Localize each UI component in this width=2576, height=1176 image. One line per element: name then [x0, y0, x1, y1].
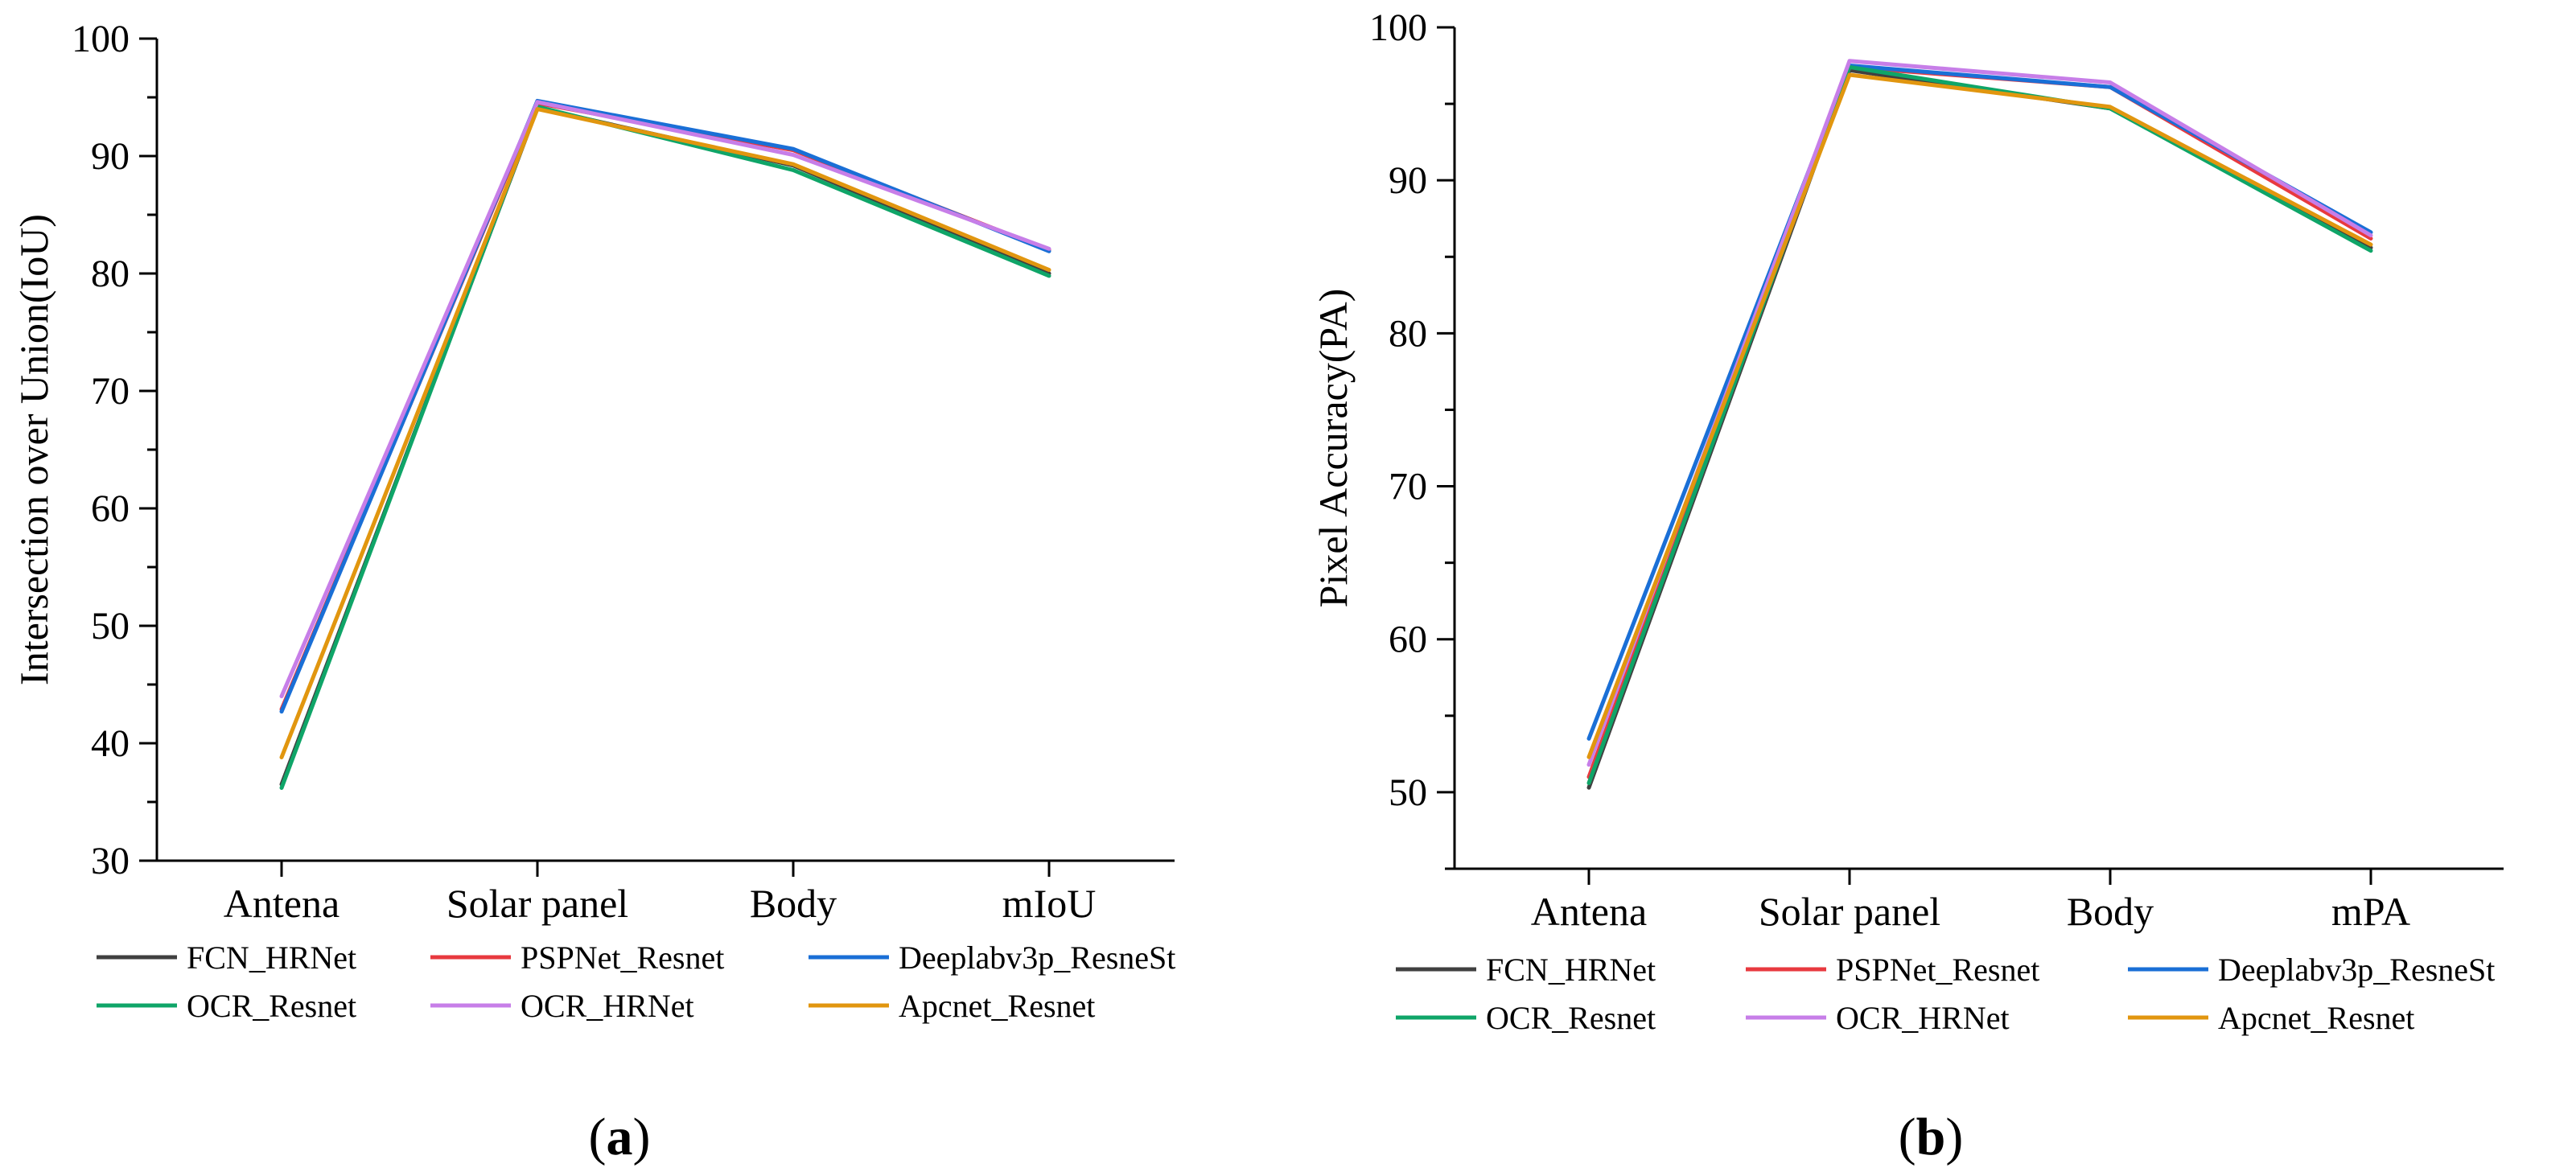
y-tick-label-a-60: 60: [91, 487, 130, 530]
legend-b: FCN_HRNet PSPNet_Resnet Deeplabv3p_ResneSt…: [1396, 952, 2495, 1036]
y-tick-label-a-30: 30: [91, 840, 130, 882]
x-category-label-b-antena: Antena: [1531, 889, 1647, 934]
legend-item-b-apcnet-resnet: Apcnet_Resnet: [2128, 1000, 2414, 1036]
panel-label-b: (b): [1899, 1108, 1964, 1166]
x-category-label-a-miou: mIoU: [1002, 881, 1097, 926]
y-axis-title-a: Intersection over Union(IoU): [11, 214, 56, 685]
panel-label-close-b: ): [1945, 1108, 1963, 1166]
legend-label-a-fcn-hrnet: FCN_HRNet: [187, 940, 356, 976]
x-category-label-b-solar-panel: Solar panel: [1759, 889, 1940, 934]
x-category-label-a-antena: Antena: [224, 881, 339, 926]
y-tick-label-b-90: 90: [1389, 159, 1427, 202]
legend-label-a-pspnet-resnet: PSPNet_Resnet: [521, 940, 724, 976]
legend-item-a-ocr-resnet: OCR_Resnet: [97, 988, 356, 1024]
panel-label-letter-b: b: [1916, 1108, 1946, 1166]
legend-item-a-pspnet-resnet: PSPNet_Resnet: [430, 940, 724, 976]
y-tick-label-b-70: 70: [1389, 466, 1427, 508]
y-tick-label-a-50: 50: [91, 605, 130, 648]
legend-label-a-deeplabv3p-resnest: Deeplabv3p_ResneSt: [899, 940, 1175, 976]
legend-label-b-apcnet-resnet: Apcnet_Resnet: [2218, 1000, 2414, 1036]
panel-label-letter-a: a: [607, 1108, 633, 1166]
legend-label-a-apcnet-resnet: Apcnet_Resnet: [899, 988, 1095, 1024]
panel-label-close-a: ): [633, 1108, 651, 1166]
y-tick-label-a-90: 90: [91, 135, 130, 178]
x-category-label-b-mpa: mPA: [2331, 889, 2410, 934]
y-axis-title-b: Pixel Accuracy(PA): [1311, 289, 1356, 608]
y-tick-label-b-80: 80: [1389, 312, 1427, 355]
legend-label-b-deeplabv3p-resnest: Deeplabv3p_ResneSt: [2218, 952, 2495, 988]
legend-label-b-ocr-resnet: OCR_Resnet: [1486, 1000, 1656, 1036]
series-line-b-pspnet-resnet: [1586, 64, 2373, 779]
x-category-label-b-body: Body: [2067, 889, 2154, 934]
series-line-a-apcnet-resnet: [279, 107, 1051, 759]
legend-label-a-ocr-resnet: OCR_Resnet: [187, 988, 356, 1024]
x-category-label-a-solar-panel: Solar panel: [446, 881, 628, 926]
legend-label-b-fcn-hrnet: FCN_HRNet: [1486, 952, 1656, 988]
series-line-b-apcnet-resnet: [1586, 72, 2373, 759]
legend-a: FCN_HRNet PSPNet_Resnet Deeplabv3p_ResneSt…: [97, 940, 1175, 1024]
panel-label-open-a: (: [589, 1108, 607, 1166]
legend-label-b-pspnet-resnet: PSPNet_Resnet: [1836, 952, 2039, 988]
y-tick-label-b-50: 50: [1389, 771, 1427, 814]
legend-item-b-ocr-hrnet: OCR_HRNet: [1746, 1000, 2010, 1036]
series-line-a-fcn-hrnet: [279, 105, 1051, 787]
series-line-a-deeplabv3p-resnest: [279, 98, 1051, 714]
legend-item-a-deeplabv3p-resnest: Deeplabv3p_ResneSt: [809, 940, 1175, 976]
series-line-b-ocr-hrnet: [1586, 59, 2373, 767]
panel-label-a: (a): [589, 1108, 651, 1166]
x-category-label-a-body: Body: [750, 881, 837, 926]
legend-item-a-ocr-hrnet: OCR_HRNet: [430, 988, 694, 1024]
y-tick-label-b-100: 100: [1369, 6, 1427, 49]
series-line-a-ocr-resnet: [279, 105, 1051, 790]
chart-panel-b: 50 60 70 80 90 100 Pixel Accuracy(PA) Antena Sol…: [1311, 6, 2504, 1166]
legend-item-a-fcn-hrnet: FCN_HRNet: [97, 940, 356, 976]
series-line-a-pspnet-resnet: [279, 101, 1051, 712]
legend-item-b-deeplabv3p-resnest: Deeplabv3p_ResneSt: [2128, 952, 2495, 988]
y-tick-label-a-80: 80: [91, 253, 130, 295]
y-tick-label-a-70: 70: [91, 370, 130, 413]
legend-item-b-fcn-hrnet: FCN_HRNet: [1396, 952, 1656, 988]
legend-item-b-pspnet-resnet: PSPNet_Resnet: [1746, 952, 2039, 988]
y-tick-label-b-60: 60: [1389, 619, 1427, 661]
legend-label-b-ocr-hrnet: OCR_HRNet: [1836, 1000, 2010, 1036]
series-line-a-ocr-hrnet: [279, 100, 1051, 699]
series-line-b-fcn-hrnet: [1586, 68, 2373, 790]
legend-item-b-ocr-resnet: OCR_Resnet: [1396, 1000, 1656, 1036]
legend-label-a-ocr-hrnet: OCR_HRNet: [521, 988, 694, 1024]
chart-panel-a: 30 40 50 60 70 80 90 100 Intersection over Union…: [11, 18, 1175, 1166]
legend-item-a-apcnet-resnet: Apcnet_Resnet: [809, 988, 1095, 1024]
panel-label-open-b: (: [1899, 1108, 1916, 1166]
y-tick-label-a-100: 100: [72, 18, 130, 60]
series-line-b-ocr-resnet: [1586, 64, 2373, 785]
y-tick-label-a-40: 40: [91, 722, 130, 765]
